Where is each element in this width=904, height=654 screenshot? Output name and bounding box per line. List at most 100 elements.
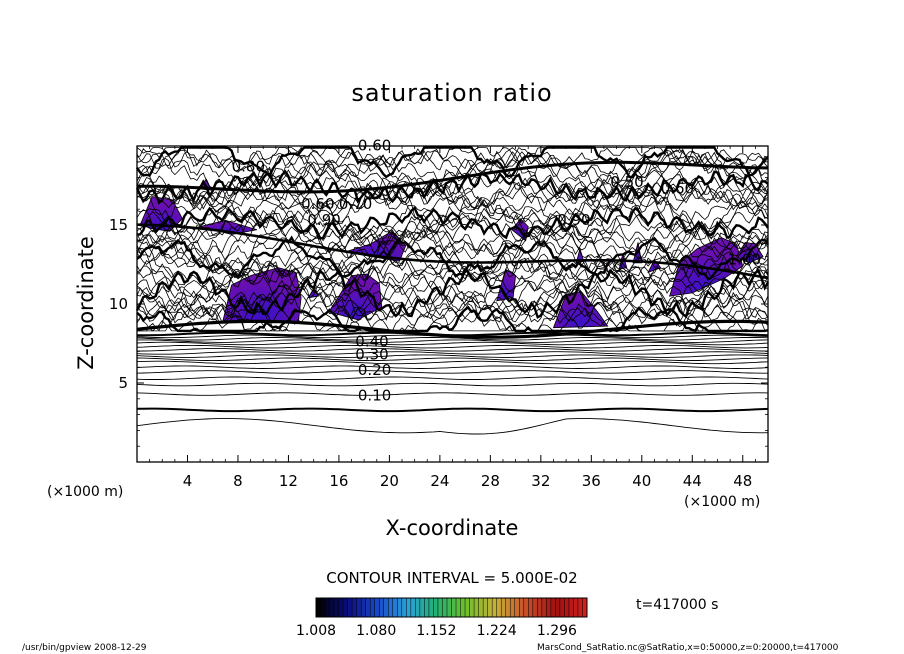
contour-line (136, 319, 769, 339)
contour-line (136, 337, 769, 341)
contour-line (136, 365, 769, 369)
colorbar-swatch (550, 598, 556, 617)
colorbar-swatch (532, 598, 538, 617)
contour-line (136, 360, 769, 365)
colorbar-swatch (392, 598, 398, 617)
colorbar-swatch (424, 598, 430, 617)
x-tick-label: 28 (481, 472, 500, 490)
colorbar-swatch (573, 598, 579, 617)
colorbar-swatch (397, 598, 403, 617)
colorbar-tick-label: 1.080 (356, 623, 396, 639)
contour-lines (135, 146, 770, 435)
contour-line (136, 376, 769, 380)
y-tick-label: 15 (109, 216, 128, 234)
contour-line (136, 244, 769, 281)
contour-line (136, 186, 769, 245)
contour-line (136, 418, 769, 435)
colorbar-swatch (356, 598, 362, 617)
colorbar-swatch (465, 598, 470, 617)
time-label: t=417000 s (636, 597, 718, 613)
colorbar-swatch (555, 598, 561, 617)
colorbar-swatch (519, 598, 525, 617)
colorbar-swatch (501, 598, 506, 617)
colorbar-frame (315, 597, 588, 618)
colorbar-swatch (428, 598, 434, 617)
y-axis-unit: (×1000 m) (47, 484, 123, 500)
colorbar-swatch (401, 598, 407, 617)
contour-line (136, 259, 769, 319)
contour-line (136, 354, 769, 358)
colorbar-swatch (492, 598, 497, 617)
colorbar-swatch (514, 598, 520, 617)
contour-line (136, 392, 769, 396)
contour-line (136, 216, 769, 275)
contour-label: 1.00 (728, 251, 761, 269)
colorbar-swatch (564, 598, 570, 617)
colorbar-swatch (505, 598, 511, 617)
colorbar-swatch (388, 598, 394, 617)
x-tick-label: 40 (632, 472, 651, 490)
y-axis-ticks: 5 10 15 (109, 161, 768, 447)
contour-label: 0.50 (610, 173, 643, 191)
colorbar-swatch (370, 598, 376, 617)
colorbar-swatch (334, 598, 339, 617)
contour-label: 0.90 (557, 211, 590, 229)
contour-line (136, 235, 769, 281)
contour-line (136, 149, 769, 185)
contour-label: 0.60 (301, 195, 334, 213)
colorbar-swatch (537, 598, 543, 617)
contour-line (136, 147, 769, 197)
contour-label: 0.20 (358, 361, 391, 379)
colorbar-tick-label: 1.008 (296, 623, 336, 639)
supersaturated-region (552, 290, 609, 329)
x-tick-label: 32 (531, 472, 550, 490)
contour-line (136, 348, 769, 352)
contour-line (136, 344, 769, 349)
contour-line (135, 267, 770, 319)
colorbar-swatch (582, 598, 588, 617)
contour-line (136, 148, 769, 210)
colorbar (315, 597, 588, 618)
contour-line (136, 279, 769, 325)
colorbar-swatch (329, 598, 335, 617)
contour-line (136, 223, 769, 280)
colorbar-swatch (496, 598, 502, 617)
colorbar-swatch (361, 598, 366, 617)
x-tick-label: 20 (380, 472, 399, 490)
contour-label: 0.70 (339, 195, 372, 213)
colorbar-swatch (352, 598, 357, 617)
x-axis-unit: (×1000 m) (684, 494, 760, 510)
colorbar-swatch (374, 598, 380, 617)
colorbar-swatch (483, 598, 488, 617)
colorbar-swatch (577, 598, 583, 617)
contour-line (136, 258, 769, 289)
colorbar-swatch (410, 598, 416, 617)
contour-line (136, 212, 769, 250)
colorbar-swatch (320, 598, 326, 617)
x-tick-label: 24 (430, 472, 449, 490)
x-tick-label: 36 (582, 472, 601, 490)
colorbar-swatch (446, 598, 452, 617)
contour-label: 0.30 (355, 345, 388, 363)
colorbar-swatch (523, 598, 529, 617)
x-tick-label: 44 (683, 472, 702, 490)
colorbar-swatch (559, 598, 565, 617)
colorbar-swatch (478, 598, 484, 617)
colorbar-swatch (546, 598, 552, 617)
contour-line (136, 223, 769, 262)
contour-line (136, 341, 769, 346)
contour-line (136, 161, 769, 206)
y-tick-label: 10 (109, 295, 128, 313)
colorbar-swatch (487, 598, 493, 617)
colorbar-swatch (469, 598, 475, 617)
footer-left: /usr/bin/gpview 2008-12-29 (22, 643, 147, 653)
plot-area: 0.100.200.300.400.600.800.60 0.700.900.50… (109, 137, 770, 490)
colorbar-swatch (568, 598, 574, 617)
contour-label: 0.60 (661, 179, 694, 197)
colorbar-swatch (541, 598, 547, 617)
contour-label: 0.10 (358, 386, 391, 404)
chart-title: saturation ratio (351, 79, 552, 107)
contour-line (136, 382, 769, 387)
x-tick-label: 12 (279, 472, 298, 490)
